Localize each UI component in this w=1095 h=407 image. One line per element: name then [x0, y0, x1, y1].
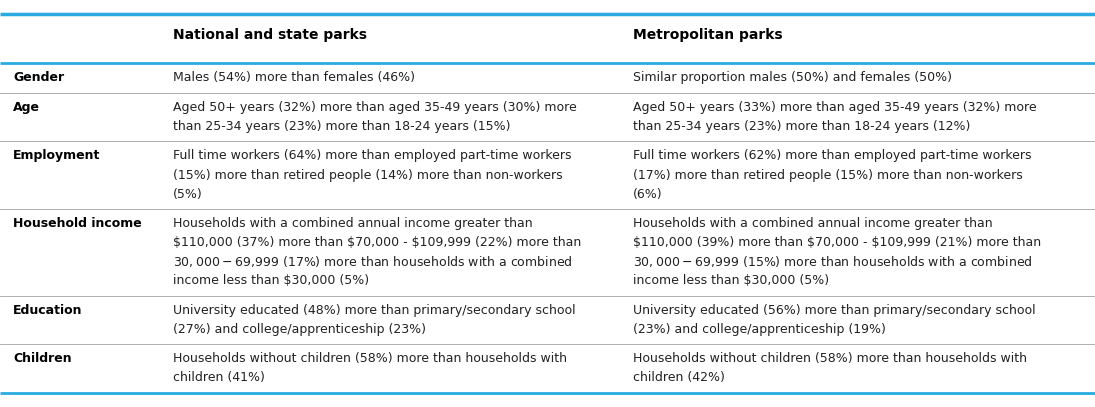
Text: income less than $30,000 (5%): income less than $30,000 (5%)	[173, 274, 369, 287]
Text: (23%) and college/apprenticeship (19%): (23%) and college/apprenticeship (19%)	[633, 323, 886, 336]
Text: (15%) more than retired people (14%) more than non-workers: (15%) more than retired people (14%) mor…	[173, 168, 563, 182]
Text: (6%): (6%)	[633, 188, 662, 201]
Text: Aged 50+ years (33%) more than aged 35-49 years (32%) more: Aged 50+ years (33%) more than aged 35-4…	[633, 101, 1037, 114]
Text: Age: Age	[13, 101, 41, 114]
Text: Households with a combined annual income greater than: Households with a combined annual income…	[633, 217, 992, 230]
Text: (27%) and college/apprenticeship (23%): (27%) and college/apprenticeship (23%)	[173, 323, 426, 336]
Text: $110,000 (37%) more than $70,000 - $109,999 (22%) more than: $110,000 (37%) more than $70,000 - $109,…	[173, 236, 581, 249]
Text: Males (54%) more than females (46%): Males (54%) more than females (46%)	[173, 71, 415, 84]
Text: National and state parks: National and state parks	[173, 28, 367, 42]
Text: than 25-34 years (23%) more than 18-24 years (15%): than 25-34 years (23%) more than 18-24 y…	[173, 120, 510, 133]
Text: (5%): (5%)	[173, 188, 203, 201]
Text: Households with a combined annual income greater than: Households with a combined annual income…	[173, 217, 532, 230]
Text: Households without children (58%) more than households with: Households without children (58%) more t…	[633, 352, 1027, 365]
Text: Similar proportion males (50%) and females (50%): Similar proportion males (50%) and femal…	[633, 71, 952, 84]
Text: children (41%): children (41%)	[173, 372, 265, 385]
Text: $30,000 - $69,999 (17%) more than households with a combined: $30,000 - $69,999 (17%) more than househ…	[173, 254, 573, 269]
Text: Metropolitan parks: Metropolitan parks	[633, 28, 783, 42]
Text: Household income: Household income	[13, 217, 142, 230]
Text: $30,000 - $69,999 (15%) more than households with a combined: $30,000 - $69,999 (15%) more than househ…	[633, 254, 1033, 269]
Text: University educated (56%) more than primary/secondary school: University educated (56%) more than prim…	[633, 304, 1036, 317]
Text: income less than $30,000 (5%): income less than $30,000 (5%)	[633, 274, 829, 287]
Text: $110,000 (39%) more than $70,000 - $109,999 (21%) more than: $110,000 (39%) more than $70,000 - $109,…	[633, 236, 1041, 249]
Text: Households without children (58%) more than households with: Households without children (58%) more t…	[173, 352, 567, 365]
Text: Education: Education	[13, 304, 82, 317]
Text: Full time workers (64%) more than employed part-time workers: Full time workers (64%) more than employ…	[173, 149, 572, 162]
Text: Aged 50+ years (32%) more than aged 35-49 years (30%) more: Aged 50+ years (32%) more than aged 35-4…	[173, 101, 577, 114]
Text: children (42%): children (42%)	[633, 372, 725, 385]
Text: (17%) more than retired people (15%) more than non-workers: (17%) more than retired people (15%) mor…	[633, 168, 1023, 182]
Text: Children: Children	[13, 352, 72, 365]
Text: Full time workers (62%) more than employed part-time workers: Full time workers (62%) more than employ…	[633, 149, 1031, 162]
Text: Gender: Gender	[13, 71, 65, 84]
Text: than 25-34 years (23%) more than 18-24 years (12%): than 25-34 years (23%) more than 18-24 y…	[633, 120, 970, 133]
Text: Employment: Employment	[13, 149, 101, 162]
Text: University educated (48%) more than primary/secondary school: University educated (48%) more than prim…	[173, 304, 576, 317]
